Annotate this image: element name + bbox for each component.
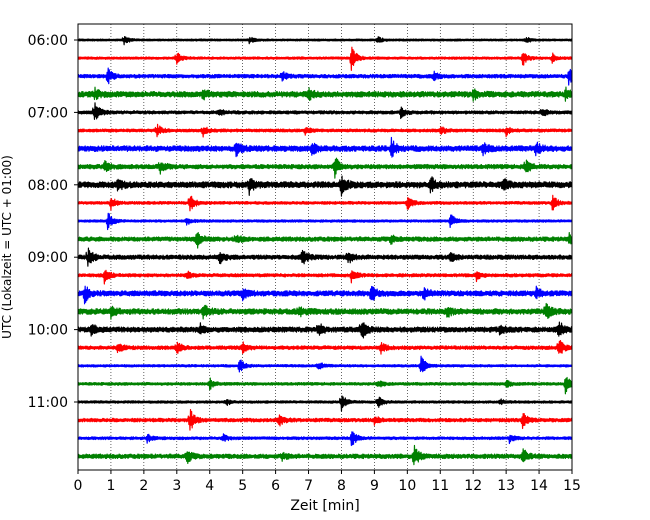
- y-tick-label-08:00: 08:00: [28, 178, 68, 194]
- x-tick-label-1: 1: [106, 478, 115, 494]
- trace-group: [77, 35, 573, 466]
- trace-08:00: [77, 175, 573, 197]
- trace-09:30: [77, 285, 573, 305]
- y-tick-label-09:00: 09:00: [28, 250, 68, 266]
- x-tick-label-12: 12: [464, 478, 482, 494]
- x-tick-label-15: 15: [563, 478, 581, 494]
- y-tick-label-11:00: 11:00: [28, 395, 68, 411]
- x-tick-label-2: 2: [139, 478, 148, 494]
- trace-08:45: [77, 231, 573, 249]
- x-axis-label: Zeit [min]: [290, 498, 359, 514]
- y-tick-label-07:00: 07:00: [28, 105, 68, 121]
- x-axis-ticks: 0 1 2 3 4 5 6 7 8 9 10 11 12 13 14 15: [74, 470, 581, 494]
- trace-06:45: [77, 86, 573, 102]
- x-tick-label-8: 8: [337, 478, 346, 494]
- trace-07:45: [77, 157, 573, 179]
- y-tick-label-10:00: 10:00: [28, 323, 68, 339]
- x-tick-label-0: 0: [74, 478, 83, 494]
- x-tick-label-3: 3: [172, 478, 181, 494]
- x-tick-label-9: 9: [370, 478, 379, 494]
- trace-09:00: [77, 247, 573, 267]
- vertical-gridlines: [110, 24, 540, 470]
- x-tick-label-11: 11: [431, 478, 449, 494]
- x-tick-label-14: 14: [530, 478, 548, 494]
- x-tick-label-5: 5: [238, 478, 247, 494]
- trace-07:30: [77, 136, 573, 158]
- x-tick-label-6: 6: [271, 478, 280, 494]
- y-axis-label: UTC (Lokalzeit = UTC + 01:00): [0, 155, 14, 339]
- trace-10:00: [77, 321, 573, 339]
- trace-09:45: [77, 302, 573, 320]
- x-tick-label-4: 4: [205, 478, 214, 494]
- y-axis-ticks: 06:00 07:00 08:00 09:00 10:00 11:00: [28, 33, 78, 411]
- x-tick-label-13: 13: [497, 478, 515, 494]
- x-tick-label-7: 7: [304, 478, 313, 494]
- trace-11:15: [77, 409, 573, 431]
- plot-frame: [77, 23, 573, 471]
- y-tick-label-06:00: 06:00: [28, 33, 68, 49]
- x-tick-label-10: 10: [398, 478, 416, 494]
